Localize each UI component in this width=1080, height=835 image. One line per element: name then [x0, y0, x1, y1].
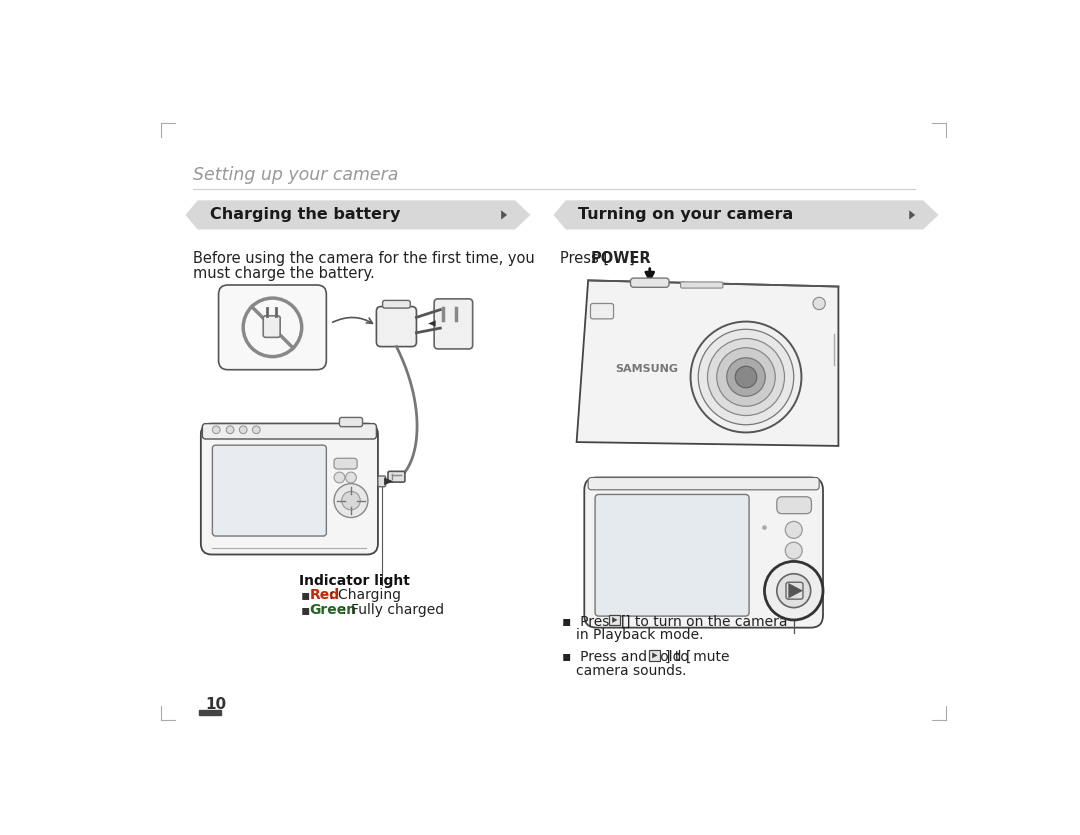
FancyBboxPatch shape	[334, 458, 357, 469]
Text: Indicator light: Indicator light	[299, 574, 410, 588]
Circle shape	[253, 426, 260, 433]
Circle shape	[785, 521, 802, 539]
FancyBboxPatch shape	[377, 306, 417, 347]
Text: POWER: POWER	[591, 251, 651, 266]
Circle shape	[690, 321, 801, 433]
Polygon shape	[554, 200, 939, 230]
Text: Green: Green	[309, 603, 356, 617]
Circle shape	[707, 338, 784, 416]
Circle shape	[346, 472, 356, 483]
Text: ▪  Press [: ▪ Press [	[562, 615, 626, 629]
FancyBboxPatch shape	[201, 423, 378, 554]
FancyBboxPatch shape	[202, 423, 377, 439]
Text: Red: Red	[309, 589, 339, 602]
Polygon shape	[186, 200, 530, 230]
Polygon shape	[612, 617, 618, 623]
Text: camera sounds.: camera sounds.	[576, 664, 686, 678]
Circle shape	[777, 574, 811, 608]
Text: ] to turn on the camera: ] to turn on the camera	[625, 615, 787, 629]
FancyBboxPatch shape	[584, 478, 823, 628]
FancyBboxPatch shape	[213, 445, 326, 536]
FancyBboxPatch shape	[609, 615, 620, 625]
Text: ▪: ▪	[301, 589, 310, 602]
Polygon shape	[428, 321, 435, 326]
FancyBboxPatch shape	[339, 418, 363, 427]
FancyBboxPatch shape	[631, 278, 669, 287]
Circle shape	[699, 329, 794, 425]
Text: ].: ].	[629, 251, 639, 266]
Text: must charge the battery.: must charge the battery.	[193, 266, 375, 281]
Circle shape	[226, 426, 234, 433]
Polygon shape	[909, 210, 915, 220]
Text: ▪  Press and hold [: ▪ Press and hold [	[562, 650, 691, 664]
Circle shape	[334, 483, 368, 518]
Bar	[200, 710, 220, 716]
FancyBboxPatch shape	[378, 476, 386, 487]
FancyBboxPatch shape	[680, 282, 723, 288]
Circle shape	[813, 297, 825, 310]
FancyBboxPatch shape	[591, 303, 613, 319]
FancyBboxPatch shape	[264, 316, 280, 337]
Text: Setting up your camera: Setting up your camera	[193, 165, 399, 184]
Circle shape	[735, 367, 757, 387]
Text: : Charging: : Charging	[329, 589, 402, 602]
Text: ] to mute: ] to mute	[665, 650, 730, 664]
Polygon shape	[788, 583, 804, 599]
FancyBboxPatch shape	[388, 471, 405, 482]
Text: Charging the battery: Charging the battery	[211, 207, 401, 222]
Circle shape	[765, 561, 823, 620]
FancyBboxPatch shape	[434, 299, 473, 349]
Circle shape	[341, 491, 361, 510]
Text: in Playback mode.: in Playback mode.	[576, 629, 703, 642]
Polygon shape	[384, 478, 393, 485]
Polygon shape	[652, 652, 658, 658]
FancyBboxPatch shape	[777, 497, 811, 514]
Polygon shape	[577, 281, 838, 446]
Circle shape	[727, 357, 766, 397]
FancyBboxPatch shape	[589, 478, 819, 490]
Circle shape	[213, 426, 220, 433]
Text: Press [: Press [	[559, 251, 609, 266]
FancyBboxPatch shape	[218, 285, 326, 370]
Text: SAMSUNG: SAMSUNG	[616, 364, 678, 374]
Polygon shape	[501, 210, 508, 220]
Text: Before using the camera for the first time, you: Before using the camera for the first ti…	[193, 251, 535, 266]
Circle shape	[785, 542, 802, 559]
Circle shape	[762, 525, 767, 530]
FancyBboxPatch shape	[382, 301, 410, 308]
Text: ▪: ▪	[301, 603, 310, 617]
Text: Turning on your camera: Turning on your camera	[578, 207, 794, 222]
Circle shape	[240, 426, 247, 433]
Circle shape	[717, 347, 775, 407]
Text: : Fully charged: : Fully charged	[341, 603, 444, 617]
Text: 10: 10	[205, 697, 227, 712]
FancyBboxPatch shape	[595, 494, 750, 616]
Circle shape	[334, 472, 345, 483]
FancyBboxPatch shape	[649, 650, 660, 660]
